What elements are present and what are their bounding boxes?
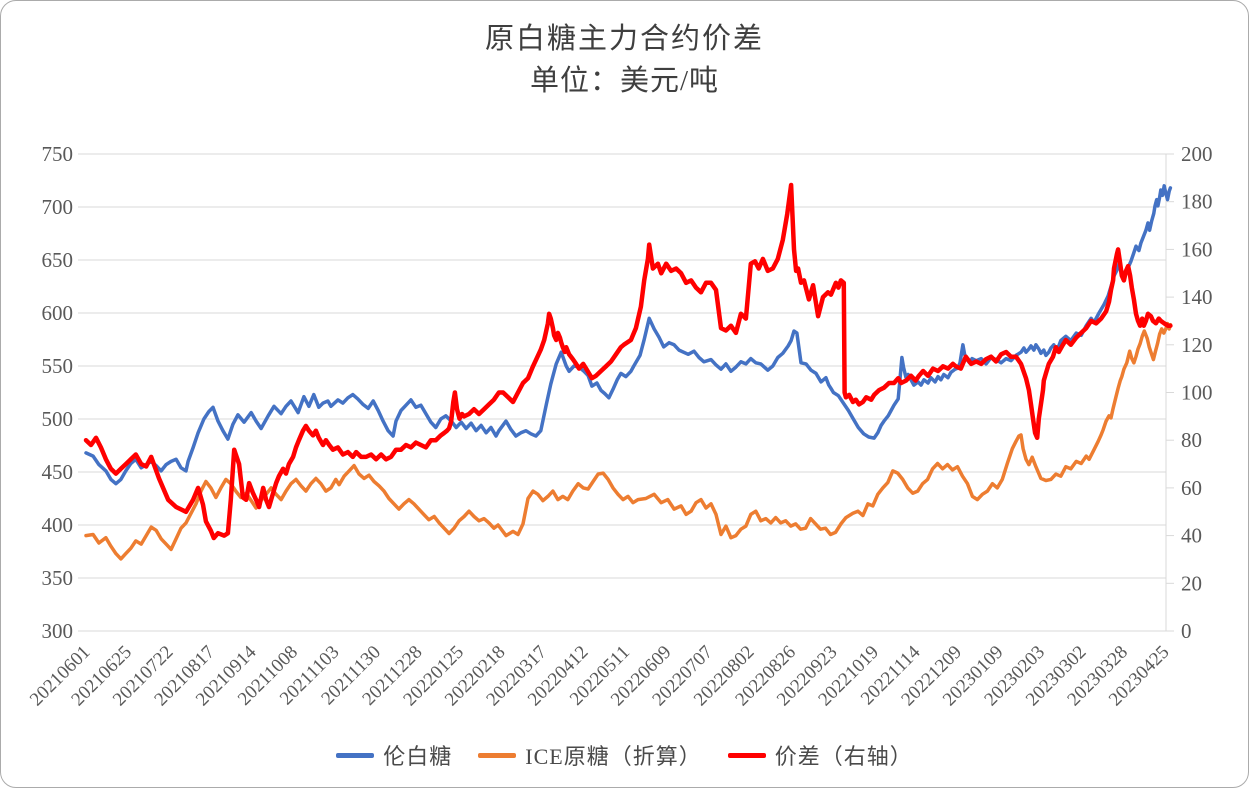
legend-item-ICE原糖（折算）: ICE原糖（折算） (478, 739, 701, 771)
left-axis-label: 550 (42, 354, 74, 378)
legend-swatch (727, 752, 766, 758)
left-axis-label: 350 (42, 566, 74, 590)
right-axis-label: 180 (1181, 190, 1213, 214)
legend: 伦白糖 ICE原糖（折算） 价差（右轴） (1, 739, 1248, 771)
left-axis-label: 600 (42, 301, 74, 325)
series-line-价差（右轴） (83, 182, 1173, 541)
left-axis-label: 650 (42, 248, 74, 272)
series-line-伦白糖 (84, 184, 1173, 486)
legend-item-价差（右轴）: 价差（右轴） (727, 739, 913, 771)
left-axis-label: 400 (42, 513, 74, 537)
right-axis-label: 60 (1181, 476, 1202, 500)
legend-item-伦白糖: 伦白糖 (336, 739, 452, 771)
right-axis-label: 200 (1181, 142, 1213, 166)
left-axis-label: 750 (42, 142, 74, 166)
chart-title: 原白糖主力合约价差 (484, 23, 764, 55)
right-axis-label: 100 (1181, 381, 1213, 405)
chart-subtitle: 单位：美元/吨 (529, 65, 720, 97)
right-axis-label: 120 (1181, 333, 1213, 357)
left-axis-label: 500 (42, 407, 74, 431)
left-axis-label: 700 (42, 195, 74, 219)
right-axis-label: 80 (1181, 428, 1202, 452)
series-line-ICE原糖（折算） (84, 321, 1173, 561)
right-axis-label: 0 (1181, 619, 1192, 643)
left-axis-label: 450 (42, 460, 74, 484)
right-axis-label: 40 (1181, 524, 1202, 548)
legend-swatch (336, 752, 375, 758)
legend-label: 伦白糖 (383, 744, 453, 769)
right-axis-label: 140 (1181, 285, 1213, 309)
right-axis-label: 20 (1181, 571, 1202, 595)
legend-swatch (478, 752, 517, 758)
left-axis-label: 300 (42, 619, 74, 643)
legend-label: 价差（右轴） (774, 744, 913, 769)
right-axis-label: 160 (1181, 237, 1213, 261)
legend-label: ICE原糖（折算） (525, 744, 702, 769)
